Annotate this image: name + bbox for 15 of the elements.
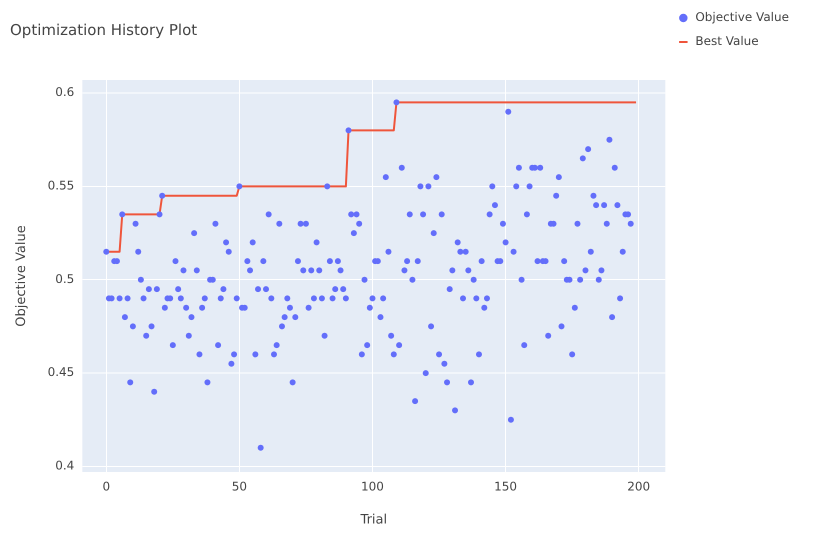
x-tick-label: 100	[361, 479, 384, 494]
y-tick-label: 0.5	[55, 272, 74, 286]
y-axis-title: Objective Value	[14, 225, 30, 327]
y-tick-label: 0.45	[48, 365, 74, 380]
chart-title: Optimization History Plot	[10, 20, 198, 39]
y-tick-label: 0.55	[48, 178, 74, 193]
x-tick-label: 0	[102, 479, 110, 494]
x-axis-title: Trial	[360, 512, 388, 528]
x-tick-label: 200	[627, 479, 650, 494]
legend-label: Objective Value	[695, 10, 790, 24]
y-tick-label: 0.4	[55, 458, 74, 473]
legend-label: Best Value	[695, 34, 759, 48]
x-tick-label: 150	[494, 479, 518, 494]
x-tick-label: 50	[232, 479, 248, 494]
y-tick-label: 0.6	[55, 85, 74, 100]
